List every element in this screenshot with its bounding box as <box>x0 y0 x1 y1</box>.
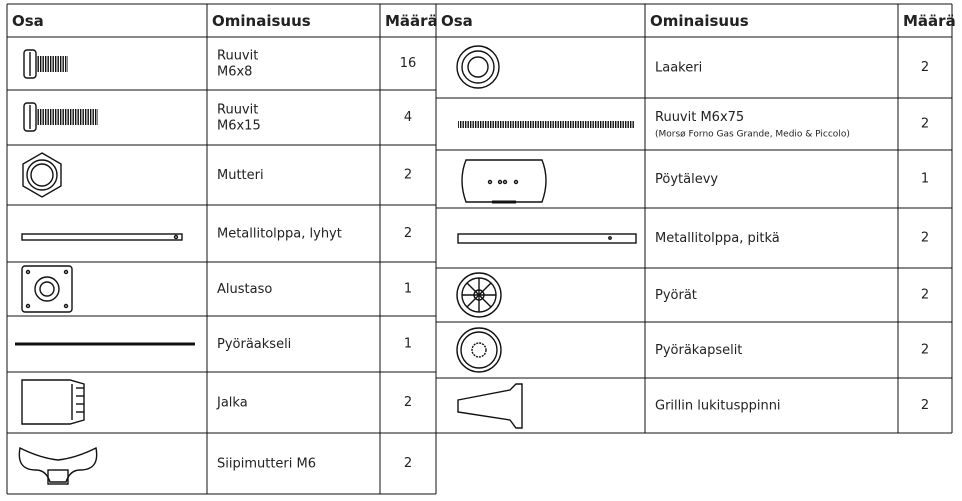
feature-cell: Grillin lukitusppinni <box>655 398 781 413</box>
header-cell: Määrä <box>903 12 956 30</box>
feature-cell: Pyöräkapselit <box>655 343 742 358</box>
qty-cell: 1 <box>921 172 929 187</box>
feature-cell: Pöytälevy <box>655 172 718 187</box>
qty-cell: 1 <box>404 282 412 297</box>
header-cell: Ominaisuus <box>212 12 311 30</box>
feature-note: (Morsø Forno Gas Grande, Medio & Piccolo… <box>655 130 850 140</box>
header-cell: Osa <box>12 12 44 30</box>
feature-cell: Metallitolppa, lyhyt <box>217 226 342 241</box>
feature-cell: Ruuvit M6x75 <box>655 110 744 125</box>
feature-cell: Pyörät <box>655 288 697 303</box>
qty-cell: 2 <box>404 395 412 410</box>
header-cell: Ominaisuus <box>650 12 749 30</box>
qty-cell: 2 <box>921 288 929 303</box>
qty-cell: 2 <box>404 226 412 241</box>
qty-cell: 2 <box>921 60 929 75</box>
qty-cell: 2 <box>404 168 412 183</box>
qty-cell: 2 <box>921 343 929 358</box>
feature-cell: Siipimutteri M6 <box>217 456 316 471</box>
qty-cell: 2 <box>921 398 929 413</box>
feature-cell: Pyöräakseli <box>217 337 291 352</box>
qty-cell: 16 <box>400 56 417 71</box>
header-cell: Osa <box>441 12 473 30</box>
qty-cell: 2 <box>921 117 929 132</box>
feature-cell: Alustaso <box>217 282 272 297</box>
header-cell: Määrä <box>385 12 438 30</box>
qty-cell: 1 <box>404 337 412 352</box>
part-icons <box>15 45 637 485</box>
feature-cell: Metallitolppa, pitkä <box>655 231 780 246</box>
qty-cell: 2 <box>921 231 929 246</box>
feature-cell: Mutteri <box>217 168 264 183</box>
feature-cell: Jalka <box>216 395 248 410</box>
qty-cell: 2 <box>404 456 412 471</box>
feature-cell: Ruuvit M6x15 <box>217 102 261 133</box>
feature-cell: Ruuvit M6x8 <box>217 48 258 79</box>
qty-cell: 4 <box>404 110 412 125</box>
feature-cell: Laakeri <box>655 60 702 75</box>
